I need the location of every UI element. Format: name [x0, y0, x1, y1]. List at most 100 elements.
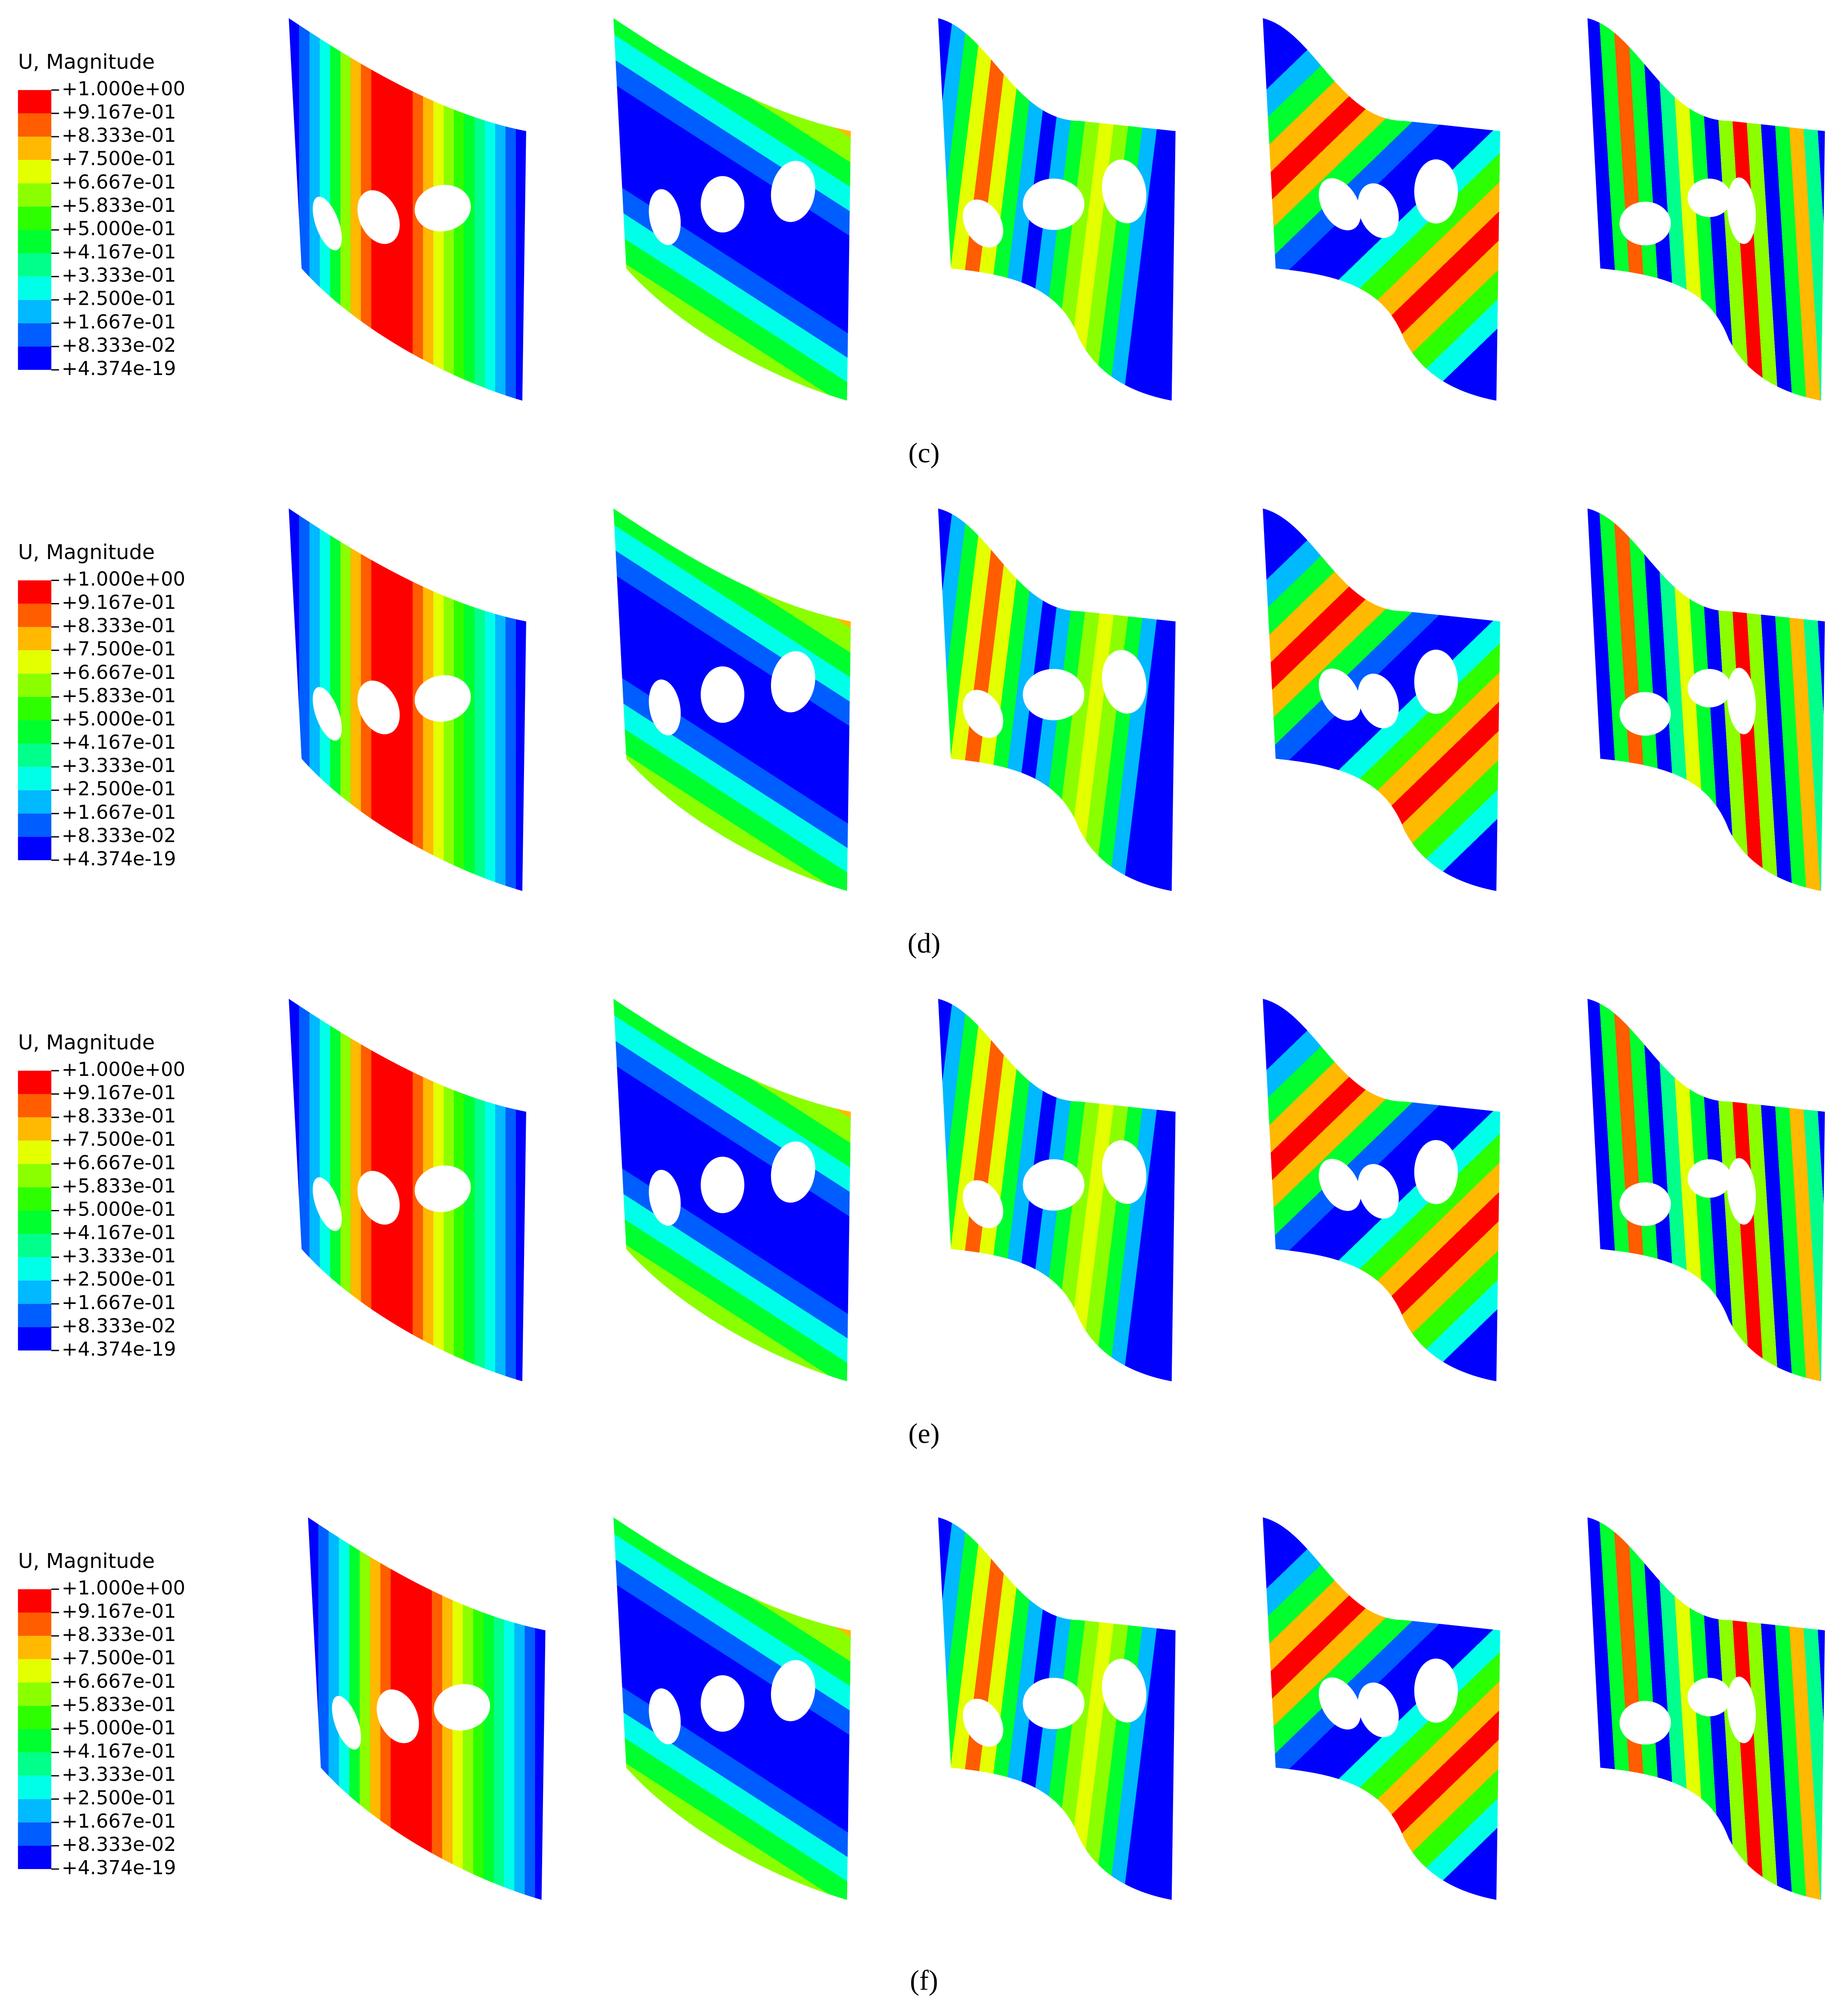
legend-swatch	[18, 137, 52, 160]
legend-swatch	[18, 1234, 52, 1257]
hole	[1102, 650, 1147, 714]
hole	[649, 679, 681, 735]
legend-swatch	[18, 1070, 52, 1094]
mode-shape	[289, 999, 526, 1382]
hole	[1687, 178, 1732, 217]
mode-shape	[1263, 18, 1501, 401]
hole	[1727, 1676, 1756, 1744]
legend-title: U, Magnitude	[18, 1549, 155, 1573]
legend-level: +3.333e-01	[62, 754, 176, 777]
hole	[649, 1169, 681, 1226]
legend-swatch	[18, 1327, 52, 1351]
legend-level: +7.500e-01	[62, 147, 176, 170]
mode-shape	[613, 1517, 851, 1900]
mode-shape	[1587, 18, 1825, 401]
legend-swatch	[18, 627, 52, 650]
mode-shape	[289, 18, 526, 401]
legend-level: +6.667e-01	[62, 1670, 176, 1692]
legend-swatch	[18, 90, 52, 113]
legend-swatch	[18, 697, 52, 720]
hole	[1414, 650, 1458, 714]
legend-swatch	[18, 1682, 52, 1706]
panel: U, Magnitude+1.000e+00+9.167e-01+8.333e-…	[18, 508, 1825, 891]
legend-level: +5.833e-01	[62, 685, 176, 707]
mode-shape	[1587, 508, 1825, 891]
hole	[332, 1696, 361, 1750]
legend-level: +9.167e-01	[62, 1082, 176, 1104]
legend-swatch	[18, 580, 52, 604]
legend-title: U, Magnitude	[18, 1031, 155, 1054]
legend-level: +1.000e+00	[62, 568, 185, 590]
hole	[1727, 668, 1756, 735]
legend-level: +1.667e-01	[62, 311, 176, 333]
legend-swatch	[18, 1729, 52, 1753]
legend-level: +4.167e-01	[62, 731, 176, 753]
mode-shape	[308, 1517, 546, 1900]
hole	[771, 161, 815, 222]
legend-swatch	[18, 1659, 52, 1683]
legend-level: +8.333e-02	[62, 824, 176, 847]
legend-level: +5.833e-01	[62, 194, 176, 216]
legend-level: +4.167e-01	[62, 1222, 176, 1244]
hole	[1319, 1159, 1361, 1211]
panel-label: (f)	[910, 1965, 938, 1996]
mode-shape	[613, 508, 851, 891]
legend-level: +6.667e-01	[62, 171, 176, 193]
hole	[1727, 1158, 1756, 1225]
panel-label: (c)	[908, 438, 940, 469]
legend-level: +5.000e-01	[62, 217, 176, 240]
legend-swatch	[18, 1706, 52, 1729]
hole	[1102, 1140, 1147, 1204]
hole	[1619, 692, 1671, 736]
legend-swatch	[18, 1117, 52, 1141]
hole	[1358, 1164, 1399, 1219]
legend-swatch	[18, 1752, 52, 1776]
legend-level: +4.374e-19	[62, 848, 176, 870]
hole	[377, 1689, 419, 1744]
legend-level: +9.167e-01	[62, 101, 176, 123]
legend-level: +3.333e-01	[62, 1245, 176, 1267]
legend-swatch	[18, 1613, 52, 1636]
mode-shape	[938, 18, 1176, 401]
hole	[1727, 177, 1756, 244]
plate	[308, 1517, 546, 1900]
legend-swatch	[18, 1845, 52, 1869]
legend-swatch	[18, 603, 52, 627]
mode-shape	[289, 508, 526, 891]
legend-level: +3.333e-01	[62, 264, 176, 287]
legend-level: +5.833e-01	[62, 1693, 176, 1716]
hole	[357, 680, 400, 735]
legend-swatch	[18, 1636, 52, 1660]
legend-level: +2.500e-01	[62, 1787, 176, 1809]
hole	[1358, 183, 1399, 238]
legend-swatch	[18, 744, 52, 767]
legend-level: +5.000e-01	[62, 708, 176, 730]
legend-swatch	[18, 300, 52, 323]
hole	[312, 687, 342, 741]
hole	[1414, 159, 1458, 224]
legend-level: +5.000e-01	[62, 1198, 176, 1220]
plate	[289, 999, 526, 1382]
mode-shape	[1587, 999, 1825, 1382]
legend-level: +4.167e-01	[62, 1740, 176, 1763]
legend-level: +2.500e-01	[62, 778, 176, 800]
mode-shape	[938, 1517, 1176, 1900]
legend-swatch	[18, 230, 52, 253]
hole	[1619, 201, 1671, 246]
plate	[289, 18, 526, 401]
legend-level: +5.833e-01	[62, 1175, 176, 1197]
legend-title: U, Magnitude	[18, 541, 155, 564]
panel-label: (d)	[908, 928, 940, 959]
hole	[1319, 178, 1361, 231]
hole	[1319, 668, 1361, 721]
hole	[415, 184, 471, 231]
legend-level: +1.667e-01	[62, 1810, 176, 1832]
legend-swatch	[18, 767, 52, 791]
hole	[1358, 1682, 1399, 1738]
legend-swatch	[18, 1210, 52, 1234]
legend-swatch	[18, 323, 52, 347]
legend-level: +8.333e-01	[62, 1623, 176, 1646]
legend-swatch	[18, 790, 52, 814]
legend-swatch	[18, 253, 52, 277]
